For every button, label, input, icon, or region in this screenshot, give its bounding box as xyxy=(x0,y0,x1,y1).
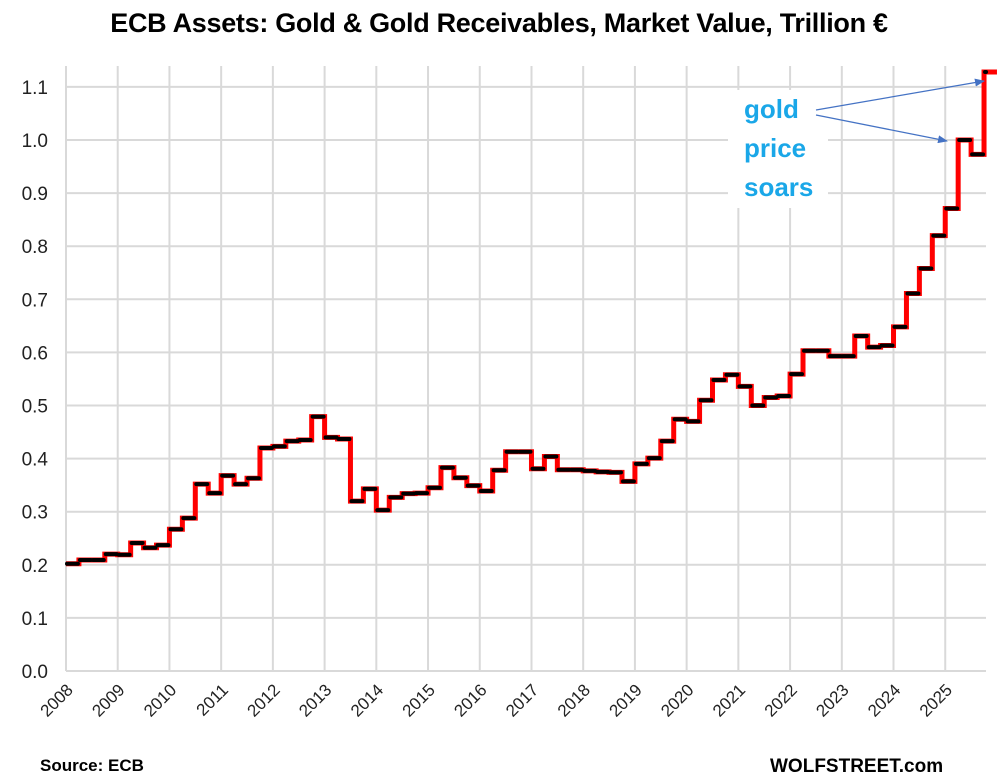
annotation-line-1: gold xyxy=(744,94,799,124)
x-tick-label: 2024 xyxy=(864,680,904,720)
source-label: Source: ECB xyxy=(40,756,144,775)
x-axis-ticks: 2008 2009 2010 2011 2012 2013 2014 2015 2016 2017… xyxy=(37,680,956,720)
x-tick-label: 2012 xyxy=(244,680,284,720)
chart-title: ECB Assets: Gold & Gold Receivables, Mar… xyxy=(110,8,888,38)
x-tick-label: 2013 xyxy=(295,680,335,720)
y-tick-label: 1.1 xyxy=(22,78,48,99)
x-tick-label: 2010 xyxy=(140,680,180,720)
annotation-gold-price-soars: gold price soars xyxy=(728,78,985,208)
x-tick-label: 2020 xyxy=(657,680,697,720)
x-tick-label: 2019 xyxy=(606,680,646,720)
y-tick-label: 0.2 xyxy=(22,556,48,577)
y-tick-label: 0.4 xyxy=(22,450,49,471)
y-tick-label: 0.6 xyxy=(22,343,48,364)
x-tick-label: 2017 xyxy=(502,680,542,720)
x-tick-label: 2014 xyxy=(347,680,387,720)
x-tick-label: 2016 xyxy=(450,680,490,720)
annotation-arrow-peak xyxy=(815,114,948,144)
x-tick-label: 2011 xyxy=(193,680,232,719)
x-tick-label: 2023 xyxy=(812,680,852,720)
x-tick-label: 2021 xyxy=(709,680,749,720)
y-tick-label: 0.8 xyxy=(22,237,48,258)
annotation-line-3: soars xyxy=(744,172,813,202)
y-tick-label: 0.1 xyxy=(22,609,48,630)
x-tick-label: 2022 xyxy=(761,680,801,720)
y-tick-label: 1.0 xyxy=(22,131,48,152)
y-tick-label: 0.9 xyxy=(22,184,48,205)
y-tick-label: 0.3 xyxy=(22,503,48,524)
x-tick-label: 2009 xyxy=(88,680,128,720)
annotation-background xyxy=(728,90,828,208)
x-tick-label: 2015 xyxy=(399,680,439,720)
x-tick-label: 2025 xyxy=(916,680,956,720)
series-gold xyxy=(65,69,997,567)
annotation-arrow-latest xyxy=(815,78,985,111)
x-tick-label: 2008 xyxy=(37,680,77,720)
y-axis-ticks: 0.0 0.1 0.2 0.3 0.4 0.5 0.6 0.7 0.8 0.9 1.0 1.1 xyxy=(22,78,49,683)
y-tick-label: 0.0 xyxy=(22,662,48,683)
brand-label: WOLFSTREET.com xyxy=(770,756,944,777)
x-tick-label: 2018 xyxy=(554,680,594,720)
y-tick-label: 0.7 xyxy=(22,290,48,311)
y-tick-label: 0.5 xyxy=(22,397,48,418)
grid xyxy=(65,66,986,672)
annotation-line-2: price xyxy=(744,133,806,163)
